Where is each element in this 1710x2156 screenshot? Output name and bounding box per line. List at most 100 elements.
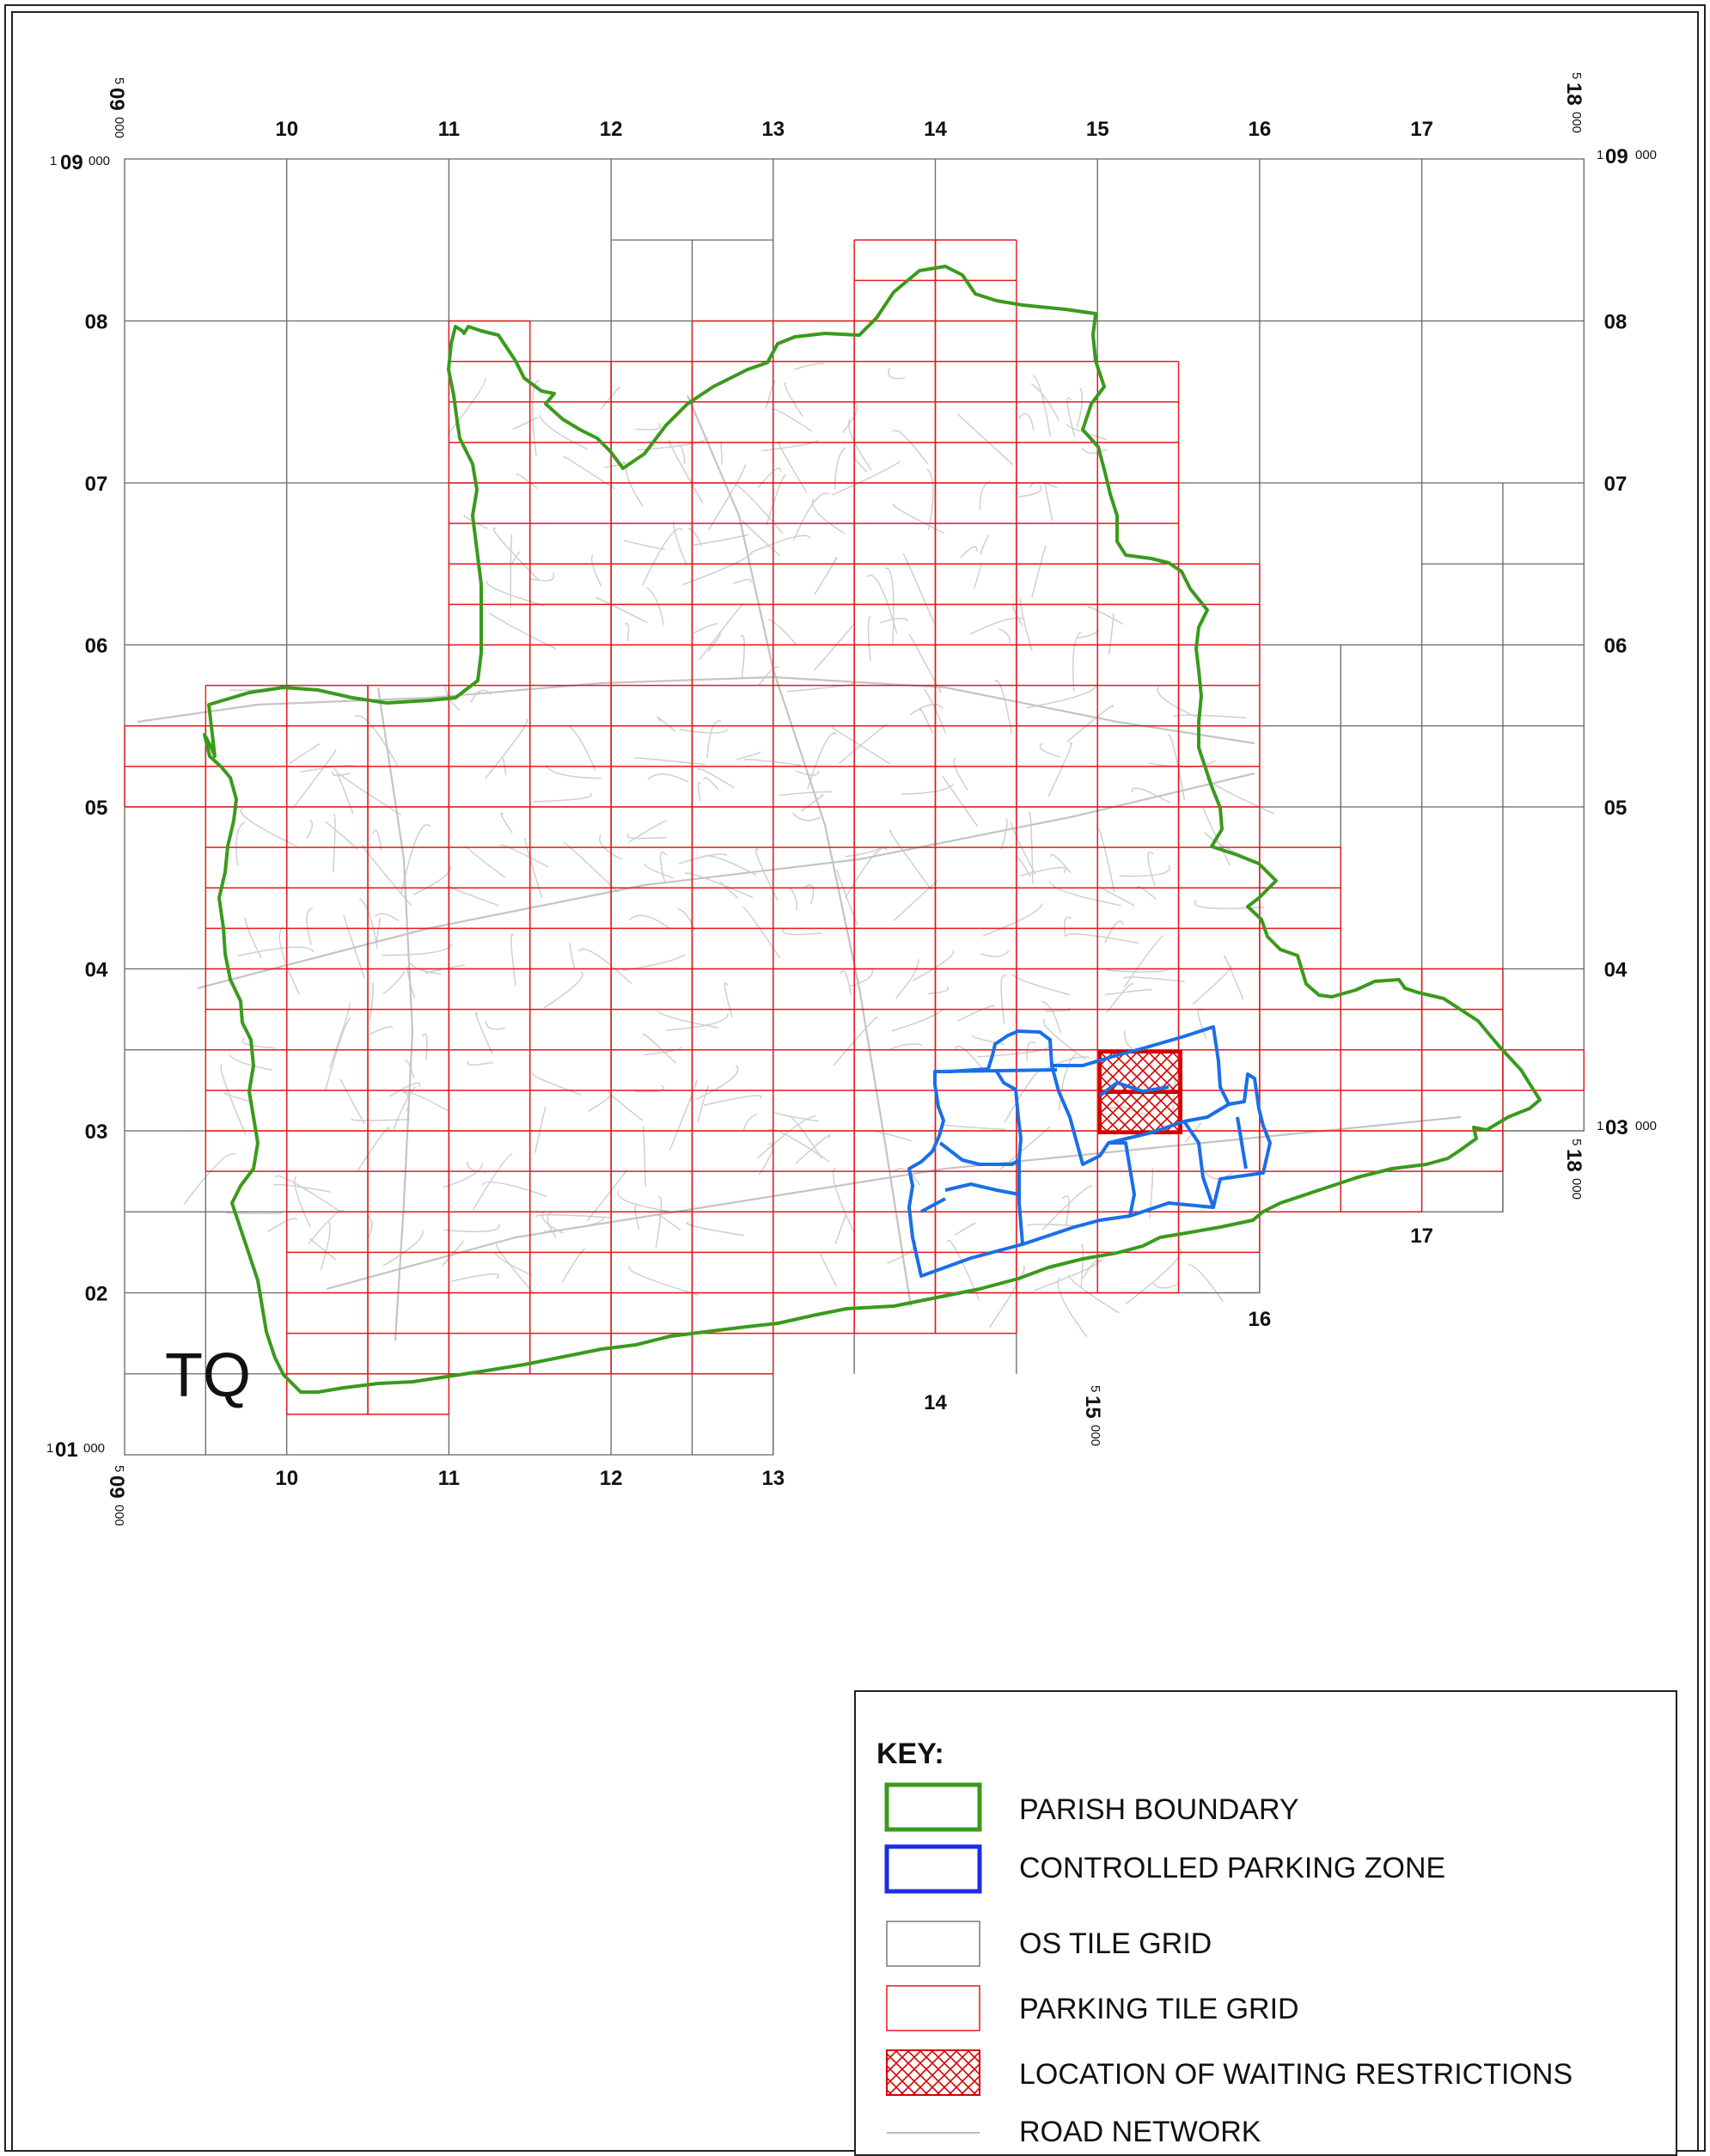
road-segment <box>563 455 616 490</box>
road-segment <box>657 716 676 732</box>
column-label-top: 16 <box>1249 118 1272 141</box>
road-segment <box>1026 683 1097 709</box>
road-segment <box>1188 1264 1224 1303</box>
road-segment <box>742 1113 758 1131</box>
road-segment <box>1026 1041 1036 1061</box>
road-segment <box>376 918 381 942</box>
road-segment <box>1044 482 1053 522</box>
road-segment <box>235 821 246 866</box>
road-segment <box>1197 1008 1207 1040</box>
column-label-top: 13 <box>761 118 785 141</box>
road-segment <box>1048 881 1121 907</box>
road-segment <box>993 679 1013 735</box>
road-segment <box>183 1152 236 1206</box>
road-segment <box>757 1115 816 1159</box>
corner-r18-east-prefix: 5 <box>1569 1139 1584 1145</box>
column-label-top: 12 <box>600 118 623 141</box>
road-segment <box>754 848 779 901</box>
road-segment <box>834 447 846 490</box>
road-segment <box>693 622 718 634</box>
road-segment <box>563 841 619 894</box>
column-label-bottom: 13 <box>761 1467 785 1490</box>
column-label-bottom: 11 <box>438 1467 460 1490</box>
road-segment <box>443 1224 500 1233</box>
road-segment <box>590 554 602 587</box>
road-segment <box>1149 1168 1154 1218</box>
road-segment <box>889 829 932 890</box>
road-segment <box>306 907 314 945</box>
road-segment <box>673 521 687 566</box>
key-swatch-parking-tile-grid <box>886 1985 980 2031</box>
road-segment <box>539 414 589 450</box>
road-segment <box>624 622 630 642</box>
road-segment <box>568 725 596 771</box>
road-segment <box>309 1238 337 1261</box>
road-segment <box>1136 886 1157 901</box>
main-road <box>376 687 414 1341</box>
row-label-left: 04 <box>85 959 108 982</box>
road-segment <box>412 865 452 895</box>
road-segment <box>447 378 486 436</box>
row-label-left: 03 <box>85 1121 108 1144</box>
corner-bl-north-suffix: 000 <box>83 1441 105 1456</box>
road-segment <box>1062 1195 1070 1225</box>
road-segment <box>784 382 803 417</box>
corner-bl-north-main: 01 <box>55 1438 78 1462</box>
road-segment <box>880 617 908 624</box>
main-road <box>197 772 1255 990</box>
road-segment <box>834 1214 846 1244</box>
road-segment <box>494 1252 533 1276</box>
corner-r03-north-prefix: 1 <box>1597 1119 1603 1133</box>
road-segment <box>831 461 901 496</box>
road-segment <box>768 619 797 646</box>
road-segment <box>474 1011 493 1055</box>
corner-bl-north-prefix: 1 <box>46 1441 53 1456</box>
key-swatch-parish-boundary <box>884 1782 982 1832</box>
road-segment <box>893 880 938 921</box>
road-segment <box>488 612 557 650</box>
road-segment <box>443 1162 483 1188</box>
road-segment <box>1168 734 1186 801</box>
corner-tr-east-prefix: 5 <box>1569 72 1584 79</box>
road-segment <box>811 498 846 534</box>
road-segment <box>586 1170 627 1222</box>
road-segment <box>1192 964 1232 1005</box>
road-segment <box>1057 1276 1088 1337</box>
road-segment <box>607 1090 644 1121</box>
road-segment <box>724 982 733 1018</box>
road-segment <box>941 1123 1005 1131</box>
road-segment <box>1097 828 1115 894</box>
row-label-right: 06 <box>1604 635 1628 658</box>
extra-label-lower: 14 <box>924 1391 947 1414</box>
road-segment <box>1076 388 1084 428</box>
road-segment <box>501 757 507 776</box>
road-segment <box>988 1265 1025 1328</box>
road-segment <box>1011 974 1071 996</box>
road-segment <box>703 777 720 791</box>
road-segment <box>1184 1122 1202 1143</box>
road-segment <box>761 439 820 452</box>
road-segment <box>628 914 671 930</box>
road-segment <box>957 1005 995 1022</box>
column-label-top: 11 <box>438 118 460 141</box>
road-segment <box>1039 742 1060 758</box>
road-segment <box>524 838 543 898</box>
road-segment <box>954 1046 983 1069</box>
road-segment <box>308 1210 345 1244</box>
road-segment <box>999 1126 1051 1170</box>
road-segment <box>954 1222 976 1237</box>
road-segment <box>703 1095 762 1106</box>
main-road <box>686 394 913 1307</box>
road-segment <box>402 1091 449 1113</box>
corner-tl-east-suffix: 000 <box>112 117 126 138</box>
road-segment <box>888 368 906 380</box>
corner-tr-north-prefix: 1 <box>1597 148 1603 162</box>
road-segment <box>266 1218 298 1233</box>
road-segment <box>1106 982 1134 1014</box>
road-segment <box>795 1134 831 1164</box>
road-segment <box>655 1196 663 1249</box>
key-frame <box>854 1690 1677 2156</box>
road-segment <box>532 1072 582 1096</box>
road-segment <box>534 792 592 803</box>
road-segment <box>793 492 830 541</box>
